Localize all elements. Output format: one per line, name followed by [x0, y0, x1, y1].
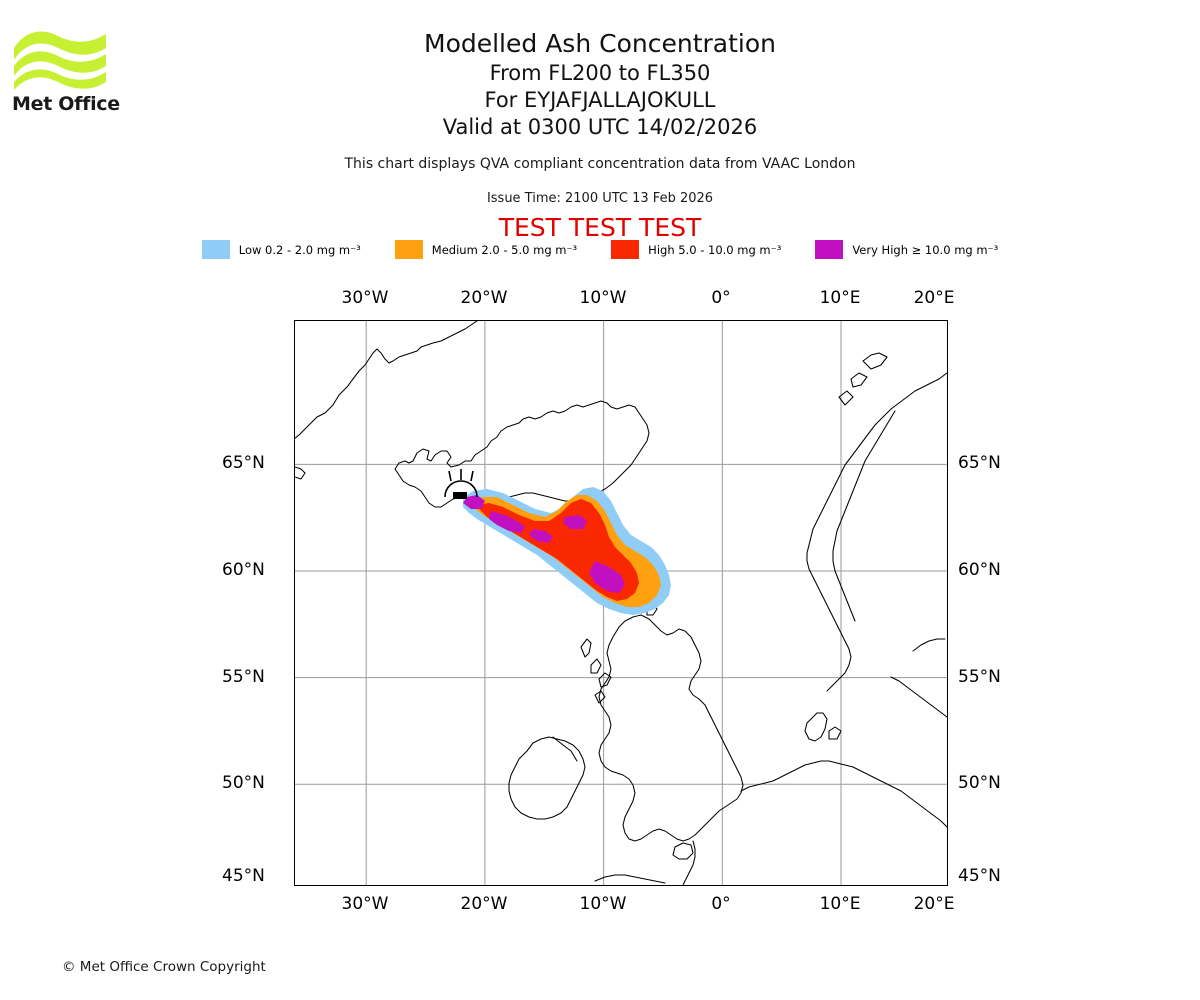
plume-very-high-patch-2	[529, 529, 553, 543]
coastline-northern-ireland-border	[552, 736, 578, 762]
lon-label-top-20e: 20°E	[913, 288, 955, 308]
concentration-legend: Low 0.2 - 2.0 mg m⁻³ Medium 2.0 - 5.0 mg…	[0, 240, 1200, 259]
lon-label-top-10w: 10°W	[579, 288, 627, 308]
coastline-mull	[594, 690, 606, 704]
lat-label-right-55n: 55°N	[958, 667, 1001, 687]
ash-plume-contours	[463, 487, 671, 615]
lon-label-bottom-20e: 20°E	[913, 894, 955, 914]
legend-label-low: Low 0.2 - 2.0 mg m⁻³	[238, 242, 361, 257]
issue-time: Issue Time: 2100 UTC 13 Feb 2026	[486, 191, 714, 206]
title-volcano: For EYJAFJALLAJOKULL	[484, 88, 716, 112]
lat-label-right-50n: 50°N	[958, 773, 1001, 793]
page-title: Modelled Ash Concentration	[424, 29, 776, 58]
lat-label-left-65n: 65°N	[222, 453, 265, 473]
legend-swatch-high	[611, 240, 640, 259]
lon-label-top-20w: 20°W	[460, 288, 508, 308]
legend-item-high: High 5.0 - 10.0 mg m⁻³	[611, 240, 781, 259]
qva-note: This chart displays QVA compliant concen…	[344, 156, 856, 172]
lat-label-left-45n: 45°N	[222, 866, 265, 886]
lon-label-bottom-30w: 30°W	[341, 894, 389, 914]
legend-label-high: High 5.0 - 10.0 mg m⁻³	[648, 242, 782, 257]
copyright-notice: © Met Office Crown Copyright	[62, 959, 266, 975]
coastline-denmark	[804, 712, 828, 742]
plume-very-high-patch-1	[489, 511, 525, 533]
coastline-lofoten-3	[838, 390, 854, 406]
legend-label-very-high: Very High ≥ 10.0 mg m⁻³	[852, 242, 999, 257]
legend-item-low: Low 0.2 - 2.0 mg m⁻³	[201, 240, 361, 259]
plume-very-high-patch-5	[463, 495, 485, 509]
map-plot-frame	[294, 320, 948, 886]
legend-item-very-high: Very High ≥ 10.0 mg m⁻³	[815, 240, 998, 259]
map-canvas	[295, 321, 947, 885]
coastline-france-west	[682, 840, 696, 885]
coastline-lofoten-2	[850, 372, 868, 388]
plume-very-high-patch-4	[589, 561, 625, 593]
legend-swatch-very-high	[815, 240, 844, 259]
lon-label-top-10e: 10°E	[819, 288, 861, 308]
coastline-nw-europe	[740, 760, 947, 828]
lon-label-top-0: 0°	[711, 288, 731, 308]
coastline-greenland	[295, 321, 478, 439]
title-flight-levels: From FL200 to FL350	[489, 61, 711, 85]
lon-label-bottom-20w: 20°W	[460, 894, 508, 914]
title-valid-time: Valid at 0300 UTC 14/02/2026	[442, 115, 758, 139]
coastline-norway	[806, 372, 947, 692]
legend-swatch-medium	[394, 240, 423, 259]
coastline-finland	[912, 638, 946, 652]
lon-label-bottom-10e: 10°E	[819, 894, 861, 914]
coastline-hebrides-2	[590, 658, 602, 674]
coastline-great-britain	[598, 614, 744, 842]
legend-item-medium: Medium 2.0 - 5.0 mg m⁻³	[394, 240, 578, 259]
coastline-hebrides	[580, 638, 592, 658]
lat-label-left-60n: 60°N	[222, 560, 265, 580]
coastline-denmark-island	[828, 726, 842, 740]
coastline-sweden-inner	[832, 410, 896, 622]
met-office-waves-icon	[14, 31, 106, 90]
test-banner: TEST TEST TEST	[498, 213, 702, 242]
lon-label-bottom-0: 0°	[711, 894, 731, 914]
lon-label-top-30w: 30°W	[341, 288, 389, 308]
logo-wordmark: Met Office	[12, 93, 120, 115]
volcano-marker-icon	[444, 469, 478, 499]
plume-very-high-patch-3	[563, 515, 587, 529]
lon-label-bottom-10w: 10°W	[579, 894, 627, 914]
coastline-iceland	[394, 400, 650, 508]
lat-label-right-60n: 60°N	[958, 560, 1001, 580]
ash-concentration-map: 30°W 20°W 10°W 0° 10°E 20°E 30°W 20°W 10…	[222, 288, 1001, 914]
coastline-baltic	[890, 676, 947, 718]
lat-label-right-45n: 45°N	[958, 866, 1001, 886]
coastline-iberia-north	[594, 874, 666, 884]
lat-label-left-50n: 50°N	[222, 773, 265, 793]
met-office-logo: Met Office	[12, 22, 132, 115]
coastline-skye	[598, 672, 612, 688]
coastline-lofoten	[862, 352, 888, 370]
lat-label-right-65n: 65°N	[958, 453, 1001, 473]
coastline-brittany	[672, 842, 694, 860]
chart-title-block: Modelled Ash Concentration From FL200 to…	[0, 28, 1200, 141]
coastline-greenland-island	[295, 466, 306, 480]
coastline-ireland	[508, 736, 586, 820]
legend-swatch-low	[201, 240, 230, 259]
legend-label-medium: Medium 2.0 - 5.0 mg m⁻³	[431, 242, 578, 257]
lat-label-left-55n: 55°N	[222, 667, 265, 687]
